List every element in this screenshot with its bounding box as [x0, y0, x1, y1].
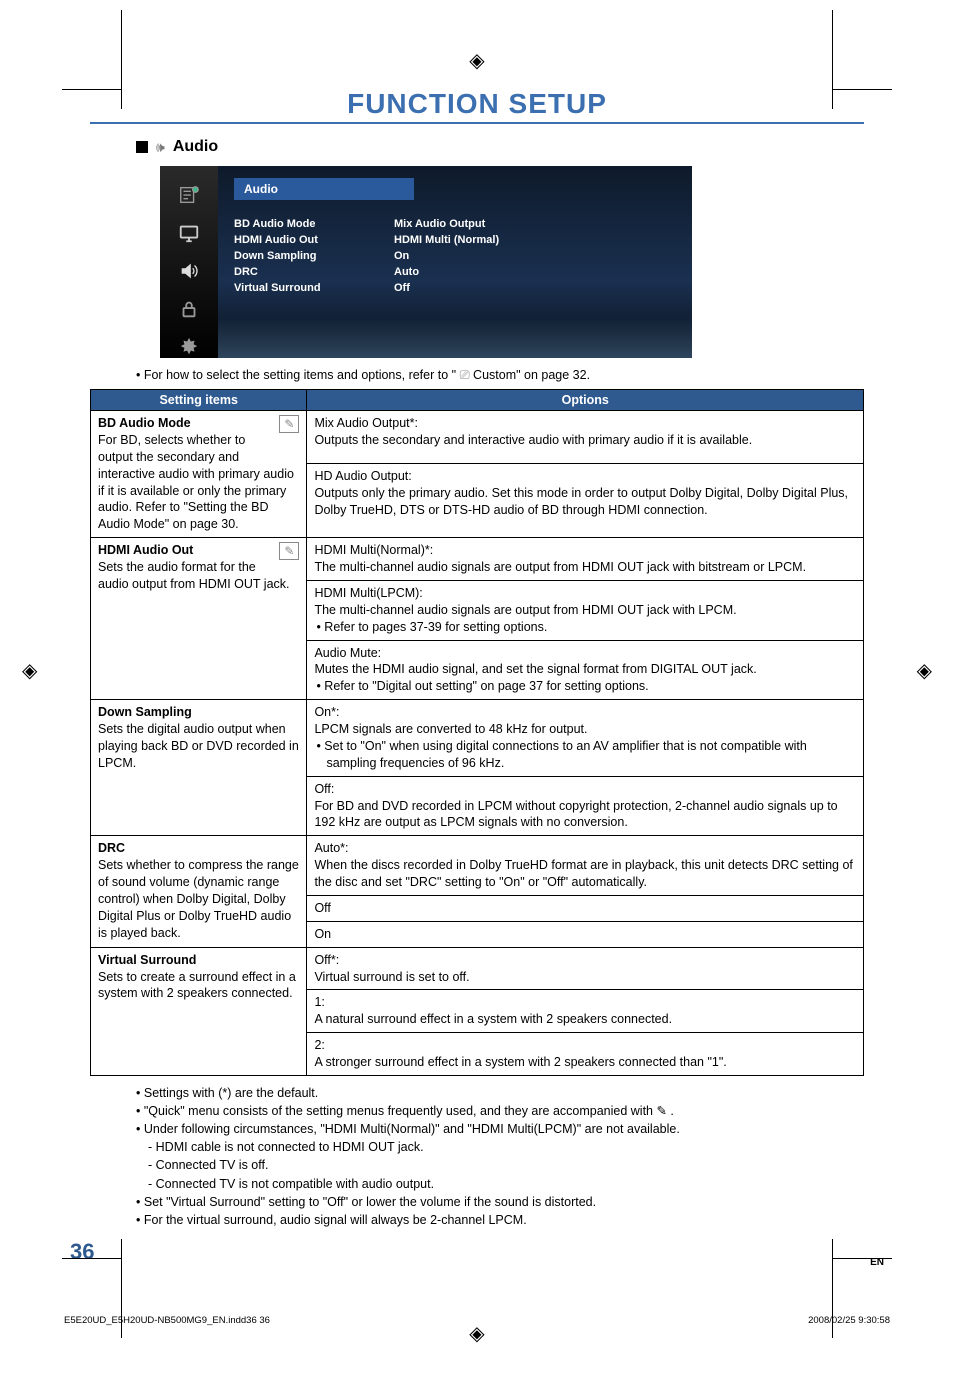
- col-header-options: Options: [307, 390, 864, 411]
- menu-row-value: Off: [394, 282, 676, 294]
- setting-cell: Virtual SurroundSets to create a surroun…: [91, 947, 307, 1075]
- setting-title: BD Audio Mode: [98, 416, 191, 430]
- crop-mark: [832, 1258, 892, 1318]
- setting-cell: HDMI Audio Out✎Sets the audio format for…: [91, 538, 307, 700]
- option-cell: HDMI Multi(Normal)*:The multi-channel au…: [307, 538, 864, 581]
- option-cell: Audio Mute:Mutes the HDMI audio signal, …: [307, 640, 864, 700]
- crop-mark: [62, 30, 122, 90]
- option-cell: HDMI Multi(LPCM):The multi-channel audio…: [307, 580, 864, 640]
- table-row: HDMI Audio Out✎Sets the audio format for…: [91, 538, 864, 581]
- sidebar-item-audio-icon: [174, 260, 204, 282]
- reference-note: • For how to select the setting items an…: [136, 368, 864, 383]
- footnote-item: "Quick" menu consists of the setting men…: [136, 1102, 864, 1120]
- menu-sidebar: [160, 166, 218, 358]
- menu-row-label: DRC: [234, 266, 374, 278]
- sidebar-item-language-icon: [174, 184, 204, 206]
- option-cell: Mix Audio Output*:Outputs the secondary …: [307, 411, 864, 464]
- note-prefix: • For how to select the setting items an…: [136, 368, 460, 382]
- menu-row-value: On: [394, 250, 676, 262]
- registration-mark-top: ◈: [469, 48, 484, 73]
- crop-mark: [832, 30, 892, 90]
- speaker-icon: 🕪: [156, 139, 165, 156]
- section-heading: 🕪 Audio: [136, 138, 864, 156]
- setting-cell: BD Audio Mode✎For BD, selects whether to…: [91, 411, 307, 538]
- quick-badge-icon: ✎: [279, 415, 299, 433]
- sidebar-item-others-icon: [174, 336, 204, 358]
- option-cell: 2:A stronger surround effect in a system…: [307, 1033, 864, 1076]
- table-row: DRCSets whether to compress the range of…: [91, 836, 864, 896]
- footnotes: Settings with (*) are the default."Quick…: [136, 1084, 864, 1229]
- option-cell: Off:For BD and DVD recorded in LPCM with…: [307, 776, 864, 836]
- option-cell: On*:LPCM signals are converted to 48 kHz…: [307, 700, 864, 777]
- menu-glow: [218, 318, 692, 358]
- menu-row-value: Mix Audio Output: [394, 218, 676, 230]
- menu-row-label: BD Audio Mode: [234, 218, 374, 230]
- setting-title: Down Sampling: [98, 705, 192, 719]
- registration-mark-right: ◈: [917, 658, 932, 683]
- footnote-item: Set "Virtual Surround" setting to "Off" …: [136, 1193, 864, 1211]
- setting-title: HDMI Audio Out: [98, 543, 193, 557]
- title-bar: FUNCTION SETUP: [90, 88, 864, 124]
- page-number: 36: [70, 1239, 864, 1265]
- settings-table: Setting items Options BD Audio Mode✎For …: [90, 389, 864, 1076]
- menu-row-label: HDMI Audio Out: [234, 234, 374, 246]
- registration-mark-bottom: ◈: [469, 1321, 484, 1346]
- crop-mark: [62, 1258, 122, 1318]
- option-cell: 1:A natural surround effect in a system …: [307, 990, 864, 1033]
- setting-cell: DRCSets whether to compress the range of…: [91, 836, 307, 947]
- footnote-subitem: - Connected TV is not compatible with au…: [148, 1175, 864, 1193]
- custom-icon: ⎚: [460, 368, 470, 382]
- menu-screenshot: Audio BD Audio Mode Mix Audio Output HDMI …: [160, 166, 692, 358]
- option-cell: On: [307, 921, 864, 947]
- footnote-item: For the virtual surround, audio signal w…: [136, 1211, 864, 1229]
- registration-mark-left: ◈: [22, 658, 37, 683]
- footnote-subitem: - HDMI cable is not connected to HDMI OU…: [148, 1138, 864, 1156]
- section-title: Audio: [173, 138, 218, 156]
- setting-title: DRC: [98, 841, 125, 855]
- option-cell: HD Audio Output:Outputs only the primary…: [307, 464, 864, 538]
- menu-row-label: Virtual Surround: [234, 282, 374, 294]
- option-cell: Off*:Virtual surround is set to off.: [307, 947, 864, 990]
- table-row: BD Audio Mode✎For BD, selects whether to…: [91, 411, 864, 464]
- sidebar-item-parental-icon: [174, 298, 204, 320]
- menu-row-value: Auto: [394, 266, 676, 278]
- menu-row-value: HDMI Multi (Normal): [394, 234, 676, 246]
- bullet-square-icon: [136, 141, 148, 153]
- sidebar-item-video-icon: [174, 222, 204, 244]
- footnote-item: Under following circumstances, "HDMI Mul…: [136, 1120, 864, 1138]
- menu-main: Audio BD Audio Mode Mix Audio Output HDMI …: [218, 166, 692, 358]
- menu-row-label: Down Sampling: [234, 250, 374, 262]
- option-cell: Off: [307, 895, 864, 921]
- setting-cell: Down SamplingSets the digital audio outp…: [91, 700, 307, 836]
- page-title: FUNCTION SETUP: [90, 88, 864, 122]
- menu-tab-label: Audio: [234, 178, 414, 200]
- note-suffix: Custom" on page 32.: [470, 368, 590, 382]
- footnote-item: Settings with (*) are the default.: [136, 1084, 864, 1102]
- table-row: Down SamplingSets the digital audio outp…: [91, 700, 864, 777]
- col-header-setting: Setting items: [91, 390, 307, 411]
- option-cell: Auto*:When the discs recorded in Dolby T…: [307, 836, 864, 896]
- quick-badge-icon: ✎: [279, 542, 299, 560]
- table-row: Virtual SurroundSets to create a surroun…: [91, 947, 864, 990]
- footnote-subitem: - Connected TV is off.: [148, 1156, 864, 1174]
- setting-title: Virtual Surround: [98, 953, 196, 967]
